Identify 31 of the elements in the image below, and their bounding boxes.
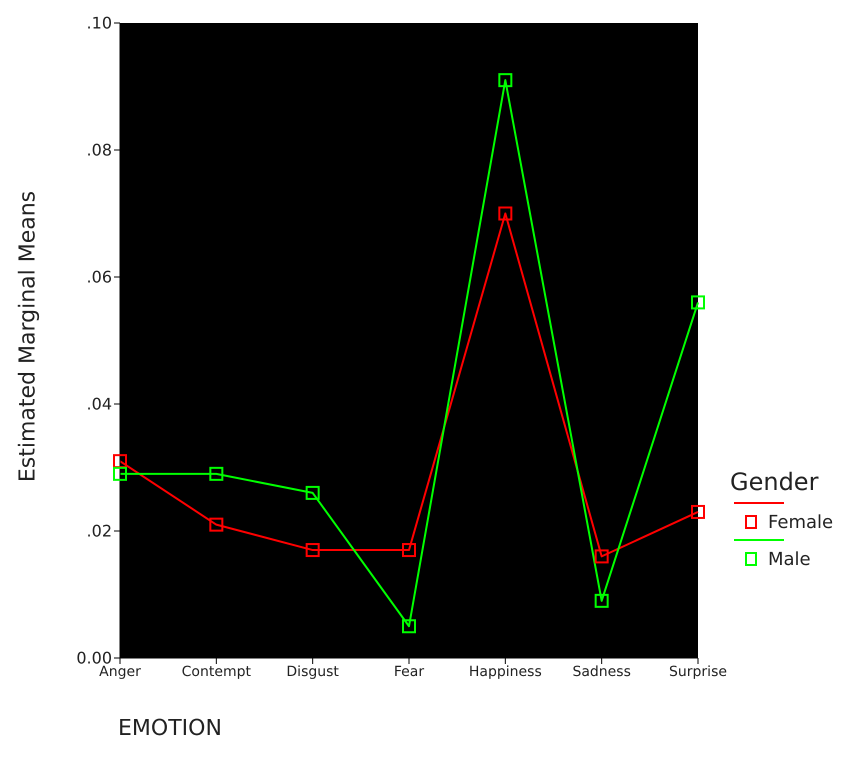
y-tick-label: .06 (86, 268, 112, 287)
x-tick-label: Sadness (572, 664, 631, 680)
y-tick-label: .04 (86, 394, 112, 414)
point (691, 295, 705, 310)
point (498, 73, 512, 88)
point (113, 466, 127, 481)
point (113, 454, 127, 468)
point (498, 206, 512, 220)
x-tick-label: Happiness (468, 664, 542, 680)
point (209, 518, 224, 532)
x-tick-label: Surprise (669, 664, 727, 680)
point (691, 504, 705, 519)
y-tick-label: .02 (86, 522, 112, 541)
point (594, 549, 609, 564)
point (306, 543, 320, 558)
point (594, 594, 609, 608)
x-tick-label: Contempt (182, 664, 252, 680)
point (209, 466, 224, 481)
legend-label: Female (768, 512, 834, 533)
legend-label: Male (768, 549, 811, 570)
y-tick-label: .10 (86, 14, 112, 33)
point (306, 486, 320, 500)
y-axis-title: Estimated Marginal Means (16, 190, 40, 484)
point (402, 619, 416, 634)
y-tick-label: .08 (86, 140, 112, 160)
legend-title: Gender (730, 468, 820, 496)
x-axis-title: EMOTION (118, 716, 222, 741)
x-tick-label: Anger (99, 664, 142, 680)
point (402, 543, 416, 558)
x-tick-label: Disgust (286, 664, 340, 680)
x-tick-label: Fear (394, 664, 424, 680)
